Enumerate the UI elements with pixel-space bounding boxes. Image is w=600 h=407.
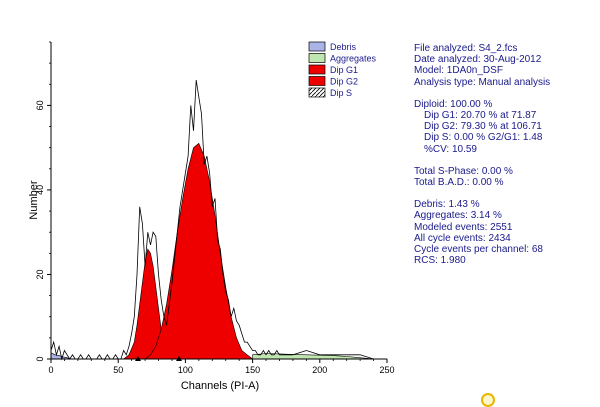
- legend-swatch-debris: [308, 41, 326, 52]
- debris-value: Debris: 1.43 %: [414, 199, 480, 211]
- x-axis-label: Channels (PI-A): [181, 380, 259, 392]
- date-analyzed: Date analyzed: 30-Aug-2012: [414, 54, 542, 66]
- y-tick-label: 0: [35, 356, 45, 361]
- x-tick-label: 100: [178, 365, 193, 375]
- total-bad: Total B.A.D.: 0.00 %: [414, 177, 504, 189]
- legend-label-dip-g2: Dip G2: [330, 77, 358, 87]
- cycle-events-per-channel: Cycle events per channel: 68: [414, 244, 543, 256]
- legend-swatch-aggregates: [308, 53, 326, 63]
- analysis-type: Analysis type: Manual analysis: [414, 76, 551, 88]
- g2-peak-marker: [176, 356, 182, 361]
- legend-label-dip-g1: Dip G1: [330, 65, 358, 75]
- cursor-marker: [481, 393, 495, 407]
- diploid-value: Diploid: 100.00 %: [414, 98, 493, 110]
- dip-g2-value: Dip G2: 79.30 % at 106.71: [424, 121, 542, 133]
- x-tick-label: 50: [113, 365, 123, 375]
- x-tick-label: 250: [379, 365, 394, 375]
- x-tick-label: 150: [245, 365, 260, 375]
- all-cycle-events: All cycle events: 2434: [414, 232, 511, 244]
- rcs-value: RCS: 1.980: [414, 255, 466, 267]
- dip-g2-area: [144, 142, 254, 360]
- modeled-events: Modeled events: 2551: [414, 221, 513, 233]
- aggregates-value: Aggregates: 3.14 %: [414, 210, 502, 222]
- legend-label-aggregates: Aggregates: [330, 54, 377, 64]
- histogram-chart: 0 50 100 150 200 250 0 20 40 60 Channels (PI-A) N…: [28, 41, 395, 392]
- y-tick-label: 60: [35, 100, 45, 110]
- dip-s-value: Dip S: 0.00 % G2/G1: 1.48: [424, 132, 543, 144]
- g1-peak-marker: [135, 356, 141, 361]
- x-tick-label: 200: [312, 365, 327, 375]
- dip-g1-value: Dip G1: 20.70 % at 71.87: [424, 110, 537, 122]
- y-axis-label: Number: [28, 180, 40, 219]
- y-tick-label: 40: [35, 185, 45, 195]
- total-s-phase: Total S-Phase: 0.00 %: [414, 165, 513, 177]
- legend-swatch-dip-g2: [308, 76, 326, 86]
- legend-label-debris: Debris: [330, 42, 357, 52]
- legend-label-dip-s: Dip S: [330, 88, 352, 98]
- legend-swatch-dip-g1: [308, 64, 326, 75]
- model-name: Model: 1DA0n_DSF: [414, 65, 503, 77]
- x-tick-label: 0: [48, 365, 53, 375]
- cv-value: %CV: 10.59: [424, 143, 477, 155]
- legend-swatch-dip-s: [308, 87, 326, 98]
- analysis-stats-panel: File analyzed: S4_2.fcs Date analyzed: 3…: [414, 43, 598, 266]
- y-tick-label: 20: [35, 269, 45, 279]
- file-analyzed: File analyzed: S4_2.fcs: [414, 43, 518, 54]
